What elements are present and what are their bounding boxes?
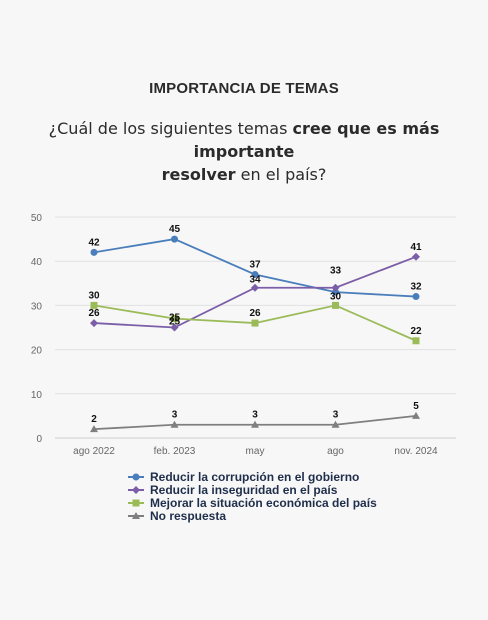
- y-tick-label: 0: [36, 434, 42, 445]
- chart-header: IMPORTANCIA DE TEMAS ¿Cuál de los siguie…: [0, 80, 488, 186]
- data-label: 25: [169, 317, 181, 328]
- data-point: [251, 420, 259, 428]
- data-point: [170, 323, 179, 332]
- data-point: [331, 283, 340, 292]
- data-label: 25: [169, 313, 181, 324]
- legend-swatch: [128, 485, 144, 494]
- data-label: 37: [249, 259, 261, 270]
- x-tick-label: nov. 2024: [394, 446, 438, 457]
- y-tick-label: 20: [31, 346, 43, 357]
- question-part-2: en el país?: [235, 165, 327, 184]
- data-label: 22: [410, 326, 422, 337]
- data-point: [412, 293, 420, 301]
- question-part-1: ¿Cuál de los siguientes temas: [48, 119, 293, 138]
- data-point: [90, 248, 98, 256]
- data-label: 5: [413, 401, 419, 412]
- y-tick-label: 50: [31, 213, 43, 224]
- data-point: [251, 319, 259, 327]
- legend-item: Reducir la corrupción en el gobierno: [128, 469, 377, 484]
- y-tick-label: 40: [31, 257, 43, 268]
- x-tick-label: ago 2022: [73, 446, 115, 457]
- x-tick-label: may: [246, 446, 265, 457]
- data-label: 3: [172, 410, 178, 421]
- question-bold-1: cree que es más importante: [193, 119, 440, 161]
- data-label: 42: [88, 237, 100, 248]
- chart-title: IMPORTANCIA DE TEMAS: [149, 80, 339, 97]
- data-label: 41: [410, 242, 422, 253]
- data-label: 3: [252, 410, 258, 421]
- legend-label: No respuesta: [150, 508, 227, 523]
- data-point: [412, 411, 420, 419]
- data-label: 33: [330, 266, 342, 277]
- legend-label: Mejorar la situación económica del país: [150, 495, 377, 510]
- data-point: [170, 420, 179, 428]
- legend-swatch: [128, 511, 144, 519]
- data-point: [332, 288, 339, 296]
- legend-item: Mejorar la situación económica del país: [128, 495, 377, 510]
- chart-question: ¿Cuál de los siguientes temas cree que e…: [24, 117, 464, 186]
- data-label: 3: [333, 410, 339, 421]
- legend-swatch: [128, 473, 144, 480]
- data-point: [332, 301, 339, 309]
- data-point: [90, 301, 98, 309]
- chart-legend: Reducir la corrupción en el gobierno Redu…: [128, 469, 377, 523]
- legend-item: No respuesta: [128, 508, 377, 523]
- data-point: [412, 337, 420, 345]
- data-point: [412, 252, 420, 261]
- legend-item: Reducir la inseguridad en el país: [128, 482, 377, 497]
- data-label: 30: [330, 291, 342, 302]
- legend-swatch: [128, 499, 144, 506]
- data-label: 34: [249, 275, 261, 286]
- data-label: 26: [249, 308, 261, 319]
- x-tick-label: feb. 2023: [154, 446, 196, 457]
- data-label: 32: [410, 282, 422, 293]
- legend-label: Reducir la corrupción en el gobierno: [150, 469, 360, 484]
- data-point: [171, 315, 178, 323]
- data-label: 30: [88, 290, 100, 301]
- data-point: [171, 235, 178, 243]
- y-tick-label: 10: [31, 390, 43, 401]
- data-label: 26: [88, 308, 100, 319]
- data-point: [251, 270, 259, 278]
- legend-label: Reducir la inseguridad en el país: [150, 482, 338, 497]
- x-tick-label: ago: [327, 446, 344, 457]
- data-label: 2: [91, 414, 97, 425]
- data-point: [90, 425, 98, 433]
- line-chart: 0 10 20 30 40 50 ago 2022 feb. 2023 may ago nov. 2…: [31, 213, 456, 457]
- data-label: 45: [169, 224, 181, 235]
- question-bold-2: resolver: [161, 165, 236, 184]
- data-point: [331, 420, 340, 428]
- data-point: [90, 319, 98, 328]
- data-point: [251, 283, 259, 292]
- y-tick-label: 30: [31, 301, 43, 312]
